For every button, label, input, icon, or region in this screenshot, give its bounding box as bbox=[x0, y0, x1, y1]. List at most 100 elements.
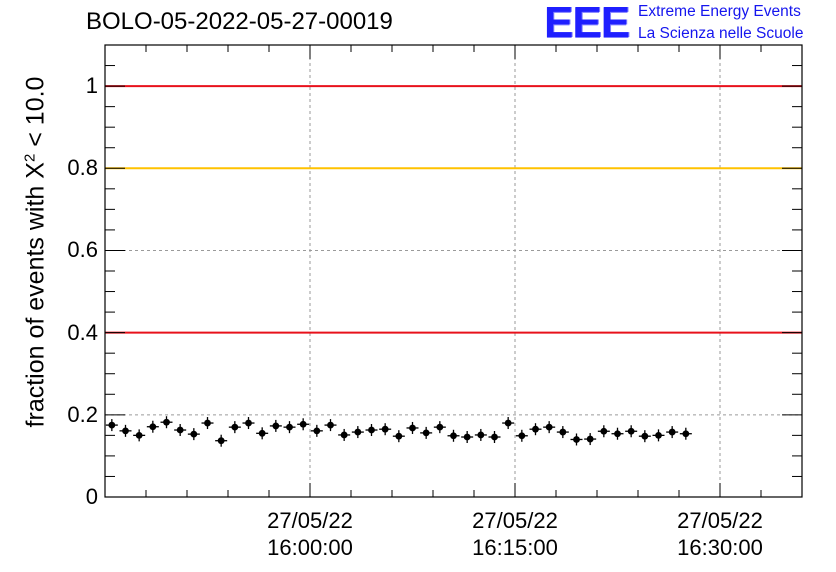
data-point bbox=[543, 421, 556, 434]
data-point-marker bbox=[600, 427, 608, 435]
data-point-marker bbox=[190, 430, 198, 438]
data-point-marker bbox=[217, 437, 225, 445]
data-point bbox=[447, 429, 460, 442]
data-point bbox=[584, 433, 597, 446]
data-points bbox=[105, 416, 692, 447]
data-point bbox=[515, 429, 528, 442]
data-point-marker bbox=[559, 428, 567, 436]
data-point bbox=[215, 434, 228, 447]
x-tick-label-date: 27/05/22 bbox=[677, 508, 763, 533]
data-point bbox=[502, 417, 515, 430]
data-point-marker bbox=[122, 427, 129, 435]
data-point bbox=[338, 428, 351, 441]
y-tick-label: 0 bbox=[85, 484, 98, 509]
logo-text-line2: La Scienza nelle Scuole bbox=[638, 25, 804, 42]
data-point-marker bbox=[327, 421, 334, 429]
data-point-marker bbox=[313, 427, 321, 435]
data-point-marker bbox=[286, 423, 293, 431]
data-point bbox=[379, 423, 392, 436]
data-point bbox=[433, 421, 446, 434]
data-point-marker bbox=[614, 430, 621, 438]
data-point-marker bbox=[668, 428, 676, 436]
data-point bbox=[406, 421, 419, 434]
data-point-marker bbox=[204, 419, 211, 427]
y-tick-label: 0.8 bbox=[67, 155, 98, 181]
x-tick-label-date: 27/05/22 bbox=[472, 508, 558, 533]
x-tick-label-time: 16:15:00 bbox=[472, 535, 558, 560]
data-point bbox=[174, 424, 187, 437]
y-tick-label: 0.4 bbox=[67, 319, 98, 345]
data-point bbox=[351, 426, 364, 439]
data-point-marker bbox=[477, 431, 485, 439]
data-point-marker bbox=[149, 423, 157, 431]
data-point-marker bbox=[491, 433, 498, 441]
y-axis-label-prefix: fraction of events with X bbox=[21, 162, 50, 428]
data-point-marker bbox=[463, 433, 471, 441]
chart-title: BOLO-05-2022-05-27-00019 bbox=[86, 8, 393, 35]
grid-lines bbox=[105, 45, 802, 497]
data-point-marker bbox=[340, 431, 348, 439]
y-axis-label-superscript: 2 bbox=[21, 153, 39, 163]
data-point bbox=[324, 419, 337, 432]
data-point-marker bbox=[627, 427, 635, 435]
data-point-marker bbox=[422, 429, 430, 437]
data-point-marker bbox=[682, 430, 690, 438]
data-point-marker bbox=[586, 435, 594, 443]
logo-text-line1: Extreme Energy Events bbox=[638, 3, 801, 20]
x-tick-label: 27/05/22 16:00:00 bbox=[240, 507, 380, 561]
data-point bbox=[256, 427, 269, 440]
data-point-marker bbox=[436, 423, 444, 431]
x-tick-label-time: 16:00:00 bbox=[267, 535, 353, 560]
data-point bbox=[570, 433, 583, 446]
data-point bbox=[269, 419, 282, 432]
data-point bbox=[228, 421, 241, 434]
eee-logo-mark: EEE bbox=[544, 0, 630, 47]
data-point-marker bbox=[258, 429, 266, 437]
y-tick-label: 1 bbox=[85, 73, 98, 99]
data-point-marker bbox=[381, 425, 389, 433]
data-point-marker bbox=[231, 423, 239, 431]
data-point bbox=[488, 431, 501, 444]
data-point bbox=[105, 419, 118, 432]
data-point-marker bbox=[395, 432, 403, 440]
data-point bbox=[297, 418, 310, 431]
data-point bbox=[201, 417, 214, 430]
data-point bbox=[119, 424, 132, 437]
data-point bbox=[160, 416, 173, 429]
data-point bbox=[187, 428, 200, 441]
x-tick-label-date: 27/05/22 bbox=[267, 508, 353, 533]
data-point bbox=[365, 424, 378, 437]
data-point bbox=[242, 417, 255, 430]
data-point-marker bbox=[163, 418, 170, 426]
data-point bbox=[597, 425, 610, 438]
data-point-marker bbox=[368, 426, 375, 434]
data-point bbox=[146, 420, 159, 433]
data-point-marker bbox=[409, 424, 416, 432]
data-point bbox=[611, 427, 624, 440]
data-point bbox=[283, 421, 296, 434]
data-point bbox=[420, 426, 433, 439]
y-tick-label: 0.2 bbox=[67, 401, 98, 427]
data-point bbox=[474, 428, 487, 441]
data-point-marker bbox=[176, 426, 184, 434]
data-point-marker bbox=[641, 432, 649, 440]
data-point bbox=[625, 425, 638, 438]
data-point bbox=[133, 429, 146, 442]
data-point bbox=[392, 430, 405, 443]
data-point bbox=[679, 427, 692, 440]
data-point bbox=[652, 429, 665, 442]
data-point bbox=[666, 426, 679, 439]
data-point-marker bbox=[450, 432, 457, 440]
data-point bbox=[638, 430, 651, 443]
data-point bbox=[310, 424, 323, 437]
data-point-marker bbox=[135, 431, 143, 439]
data-point-marker bbox=[245, 419, 252, 427]
x-tick-label: 27/05/22 16:15:00 bbox=[445, 507, 585, 561]
y-tick-label: 0.6 bbox=[67, 237, 98, 263]
data-point-marker bbox=[272, 422, 280, 430]
data-point-marker bbox=[518, 432, 526, 440]
plot-frame bbox=[104, 44, 803, 498]
data-point bbox=[461, 431, 474, 444]
data-point-marker bbox=[545, 423, 553, 431]
